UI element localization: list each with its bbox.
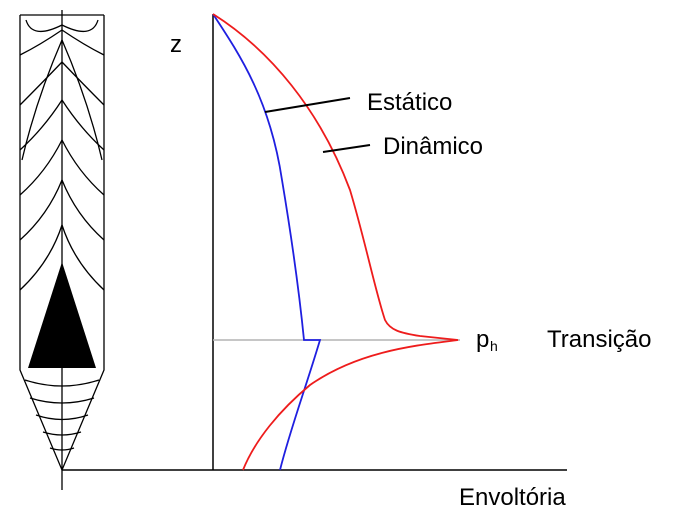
ph-label: p h <box>476 326 498 354</box>
dynamic-pressure-curve <box>212 13 459 471</box>
flow-lines-left <box>19 19 63 291</box>
ph-label-subscript: h <box>490 338 498 354</box>
silo-schematic <box>19 10 105 490</box>
static-pressure-curve <box>212 13 322 471</box>
dynamic-leader-line <box>322 144 371 153</box>
ph-label-main: p <box>476 326 489 353</box>
flow-lines-right <box>61 19 105 291</box>
static-label: Estático <box>367 89 452 116</box>
dynamic-label: Dinâmico <box>383 133 483 160</box>
z-axis-label: z <box>170 31 182 58</box>
envelope-label: Envoltória <box>459 484 566 511</box>
hopper-lines <box>24 379 100 451</box>
stagnant-zone <box>28 262 96 368</box>
transition-label: Transição <box>547 326 651 353</box>
static-leader-line <box>264 97 351 113</box>
